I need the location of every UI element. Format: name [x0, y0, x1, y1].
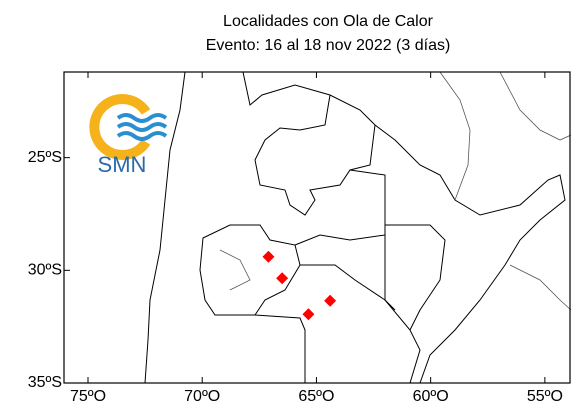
x-tick-label: 60ºO [413, 388, 449, 405]
x-tick-label: 75ºO [70, 388, 106, 405]
map-borders [144, 71, 571, 384]
heatwave-location [276, 272, 289, 285]
map-title: Localidades con Ola de Calor [223, 13, 434, 30]
y-tick-label: 30ºS [28, 262, 62, 279]
heatwave-location [262, 250, 275, 263]
logo-text: SMN [98, 152, 147, 177]
map-subtitle: Evento: 16 al 18 nov 2022 (3 días) [206, 37, 451, 54]
heatwave-location [302, 308, 315, 321]
map-frame [63, 71, 571, 384]
x-tick-label: 70ºO [184, 388, 220, 405]
y-tick-label: 35ºS [28, 374, 62, 391]
x-tick-label: 55ºO [527, 388, 563, 405]
smn-logo: SMN [89, 94, 168, 177]
x-tick-label: 65ºO [298, 388, 334, 405]
y-tick-label: 25ºS [28, 149, 62, 166]
heatwave-location [324, 294, 337, 307]
